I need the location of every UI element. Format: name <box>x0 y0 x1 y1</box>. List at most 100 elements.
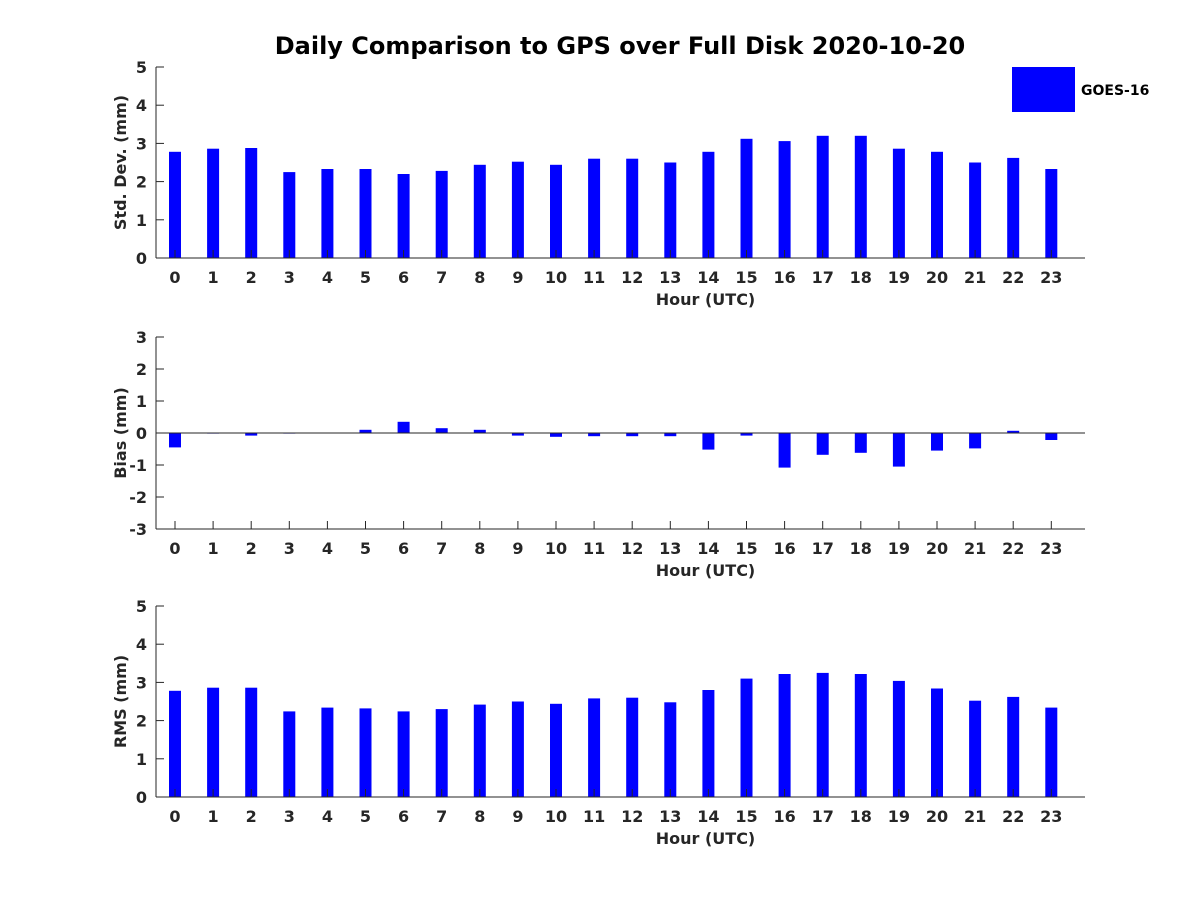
bias-xtick-label: 12 <box>621 539 643 558</box>
std-dev-xtick-label: 10 <box>545 268 567 287</box>
std-dev-ytick-label: 0 <box>136 249 147 268</box>
std-dev-ytick-label: 4 <box>136 96 147 115</box>
std-dev-xtick-label: 7 <box>436 268 447 287</box>
bias-bar-23 <box>1045 433 1058 440</box>
rms-bar-4 <box>321 707 334 797</box>
std-dev-bar-16 <box>778 141 791 258</box>
rms-xtick-label: 5 <box>360 807 371 826</box>
std-dev-xtick-label: 4 <box>322 268 333 287</box>
std-dev-xtick-label: 12 <box>621 268 643 287</box>
rms-bar-9 <box>511 701 524 797</box>
rms-ytick-label: 3 <box>136 673 147 692</box>
std-dev-xlabel: Hour (UTC) <box>656 290 756 309</box>
chart-title: Daily Comparison to GPS over Full Disk 2… <box>275 32 966 60</box>
bias-xtick-label: 0 <box>169 539 180 558</box>
legend: GOES-16 <box>1012 67 1149 112</box>
std-dev-bar-8 <box>473 164 486 258</box>
bias-bar-0 <box>169 433 181 448</box>
std-dev-xtick-label: 19 <box>888 268 910 287</box>
std-dev-xtick-label: 3 <box>284 268 295 287</box>
std-dev-bar-15 <box>740 138 753 258</box>
rms-bar-21 <box>969 700 982 797</box>
bias-xtick-label: 4 <box>322 539 333 558</box>
rms-xtick-label: 4 <box>322 807 333 826</box>
bias-xtick-label: 23 <box>1040 539 1062 558</box>
bias-ytick-label: 0 <box>136 424 147 443</box>
bias-xtick-label: 7 <box>436 539 447 558</box>
rms-bar-10 <box>550 703 562 797</box>
std-dev-bar-5 <box>359 169 372 258</box>
bias-xtick-label: 20 <box>926 539 948 558</box>
std-dev-bar-17 <box>816 135 829 258</box>
bias-bar-9 <box>511 433 524 436</box>
std-dev-xtick-label: 13 <box>659 268 681 287</box>
bias-bar-16 <box>778 433 791 468</box>
std-dev-xtick-label: 17 <box>812 268 834 287</box>
rms-bar-3 <box>283 711 296 797</box>
rms-xtick-label: 15 <box>735 807 757 826</box>
rms-xtick-label: 7 <box>436 807 447 826</box>
rms-xtick-label: 22 <box>1002 807 1024 826</box>
bias-xtick-label: 19 <box>888 539 910 558</box>
rms-xtick-label: 23 <box>1040 807 1062 826</box>
bias-xtick-label: 11 <box>583 539 605 558</box>
bias-bar-6 <box>397 421 410 433</box>
std-dev-ytick-label: 3 <box>136 134 147 153</box>
bias-bar-7 <box>435 428 448 433</box>
bias-bar-13 <box>664 433 677 437</box>
rms-ytick-label: 1 <box>136 750 147 769</box>
bias-bar-15 <box>740 433 753 436</box>
bias-xtick-label: 5 <box>360 539 371 558</box>
rms-xtick-label: 6 <box>398 807 409 826</box>
std-dev-xtick-label: 23 <box>1040 268 1062 287</box>
bias-bar-17 <box>816 433 829 455</box>
rms-ylabel: RMS (mm) <box>111 655 130 748</box>
bias-bar-14 <box>702 433 715 450</box>
bias-xtick-label: 3 <box>284 539 295 558</box>
rms-bar-22 <box>1007 696 1020 797</box>
bias-bar-21 <box>969 433 982 449</box>
bias-bar-22 <box>1007 430 1020 433</box>
rms-bar-7 <box>435 709 448 797</box>
rms-bar-5 <box>359 708 372 797</box>
rms-xtick-label: 1 <box>208 807 219 826</box>
std-dev-bar-11 <box>588 158 601 258</box>
std-dev-bar-1 <box>207 148 220 258</box>
std-dev-ytick-label: 2 <box>136 173 147 192</box>
std-dev-bar-0 <box>169 151 181 258</box>
bias-bar-18 <box>854 433 867 453</box>
rms-bar-17 <box>816 672 829 797</box>
rms-xtick-label: 11 <box>583 807 605 826</box>
bias-bar-8 <box>473 429 486 433</box>
bias-ytick-label: -1 <box>129 456 147 475</box>
bias-xtick-label: 9 <box>512 539 523 558</box>
rms-bar-8 <box>473 704 486 797</box>
bias-bar-2 <box>245 433 258 436</box>
bias-xtick-label: 14 <box>697 539 719 558</box>
bias-bar-11 <box>588 433 601 437</box>
legend-swatch <box>1012 67 1075 112</box>
std-dev-bar-10 <box>550 164 562 258</box>
bias-bar-5 <box>359 429 372 433</box>
rms-ytick-label: 2 <box>136 712 147 731</box>
std-dev-bar-6 <box>397 174 410 258</box>
std-dev-bar-2 <box>245 148 258 258</box>
bias-bar-12 <box>626 433 639 437</box>
bias-xlabel: Hour (UTC) <box>656 561 756 580</box>
rms-ytick-label: 0 <box>136 788 147 807</box>
bias-xtick-label: 15 <box>735 539 757 558</box>
std-dev-xtick-label: 8 <box>474 268 485 287</box>
std-dev-xtick-label: 2 <box>246 268 257 287</box>
rms-bar-19 <box>892 680 905 797</box>
rms-bar-1 <box>207 687 220 797</box>
std-dev-bar-13 <box>664 162 677 258</box>
rms-xtick-label: 19 <box>888 807 910 826</box>
std-dev-bar-18 <box>854 135 867 258</box>
rms-bar-12 <box>626 697 639 797</box>
std-dev-bar-3 <box>283 172 296 258</box>
rms-xtick-label: 17 <box>812 807 834 826</box>
std-dev-bar-9 <box>511 161 524 258</box>
